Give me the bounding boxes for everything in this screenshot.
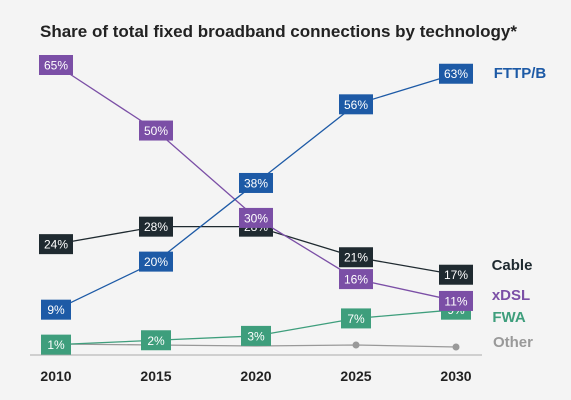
data-label: 56%: [344, 98, 368, 112]
data-label-box: [439, 63, 473, 84]
series-name-label: Other: [493, 334, 533, 351]
data-label-box: [341, 308, 371, 329]
x-tick-label: 2020: [240, 368, 271, 384]
data-label: 3%: [247, 329, 265, 343]
data-label: 1%: [47, 338, 65, 352]
series-name-label: FTTP/B: [494, 65, 547, 82]
x-tick-label: 2010: [40, 368, 71, 384]
x-tick-label: 2025: [340, 368, 371, 384]
data-label-box: [141, 330, 171, 351]
chart-title: Share of total fixed broadband connectio…: [40, 22, 517, 41]
data-label: 16%: [344, 273, 368, 287]
series-name-label: Cable: [492, 257, 533, 274]
data-label-box: [241, 325, 271, 346]
data-label: 63%: [444, 67, 468, 81]
x-tick-label: 2015: [140, 368, 171, 384]
data-point: [352, 341, 360, 349]
data-label-box: [41, 334, 71, 355]
data-label: 9%: [47, 303, 65, 317]
data-label: 65%: [44, 59, 68, 73]
data-label-box: [339, 269, 373, 290]
data-label: 24%: [44, 238, 68, 252]
data-label: 28%: [144, 220, 168, 234]
data-label-box: [41, 299, 71, 320]
data-label-box: [339, 94, 373, 115]
data-label: 38%: [244, 176, 268, 190]
data-label: 7%: [347, 312, 365, 326]
series-name-label: xDSL: [492, 287, 530, 304]
data-label-box: [139, 216, 173, 237]
data-label: 50%: [144, 124, 168, 138]
data-label-box: [439, 290, 473, 311]
data-label-box: [39, 234, 73, 255]
data-label: 11%: [444, 294, 467, 308]
data-point: [452, 343, 460, 351]
series-line: [55, 343, 457, 348]
data-label-box: [39, 55, 73, 75]
series-name-label: FWA: [492, 309, 525, 326]
data-label: 20%: [144, 255, 168, 269]
data-label: 30%: [244, 211, 268, 225]
data-label-box: [239, 207, 273, 228]
data-label-box: [139, 120, 173, 141]
data-label: 17%: [444, 268, 468, 282]
data-label: 21%: [344, 251, 368, 265]
data-label-box: [139, 251, 173, 272]
data-label-box: [339, 247, 373, 268]
data-label: 2%: [147, 334, 165, 348]
x-tick-label: 2030: [440, 368, 471, 384]
data-label-box: [439, 264, 473, 285]
data-label-box: [239, 172, 273, 193]
